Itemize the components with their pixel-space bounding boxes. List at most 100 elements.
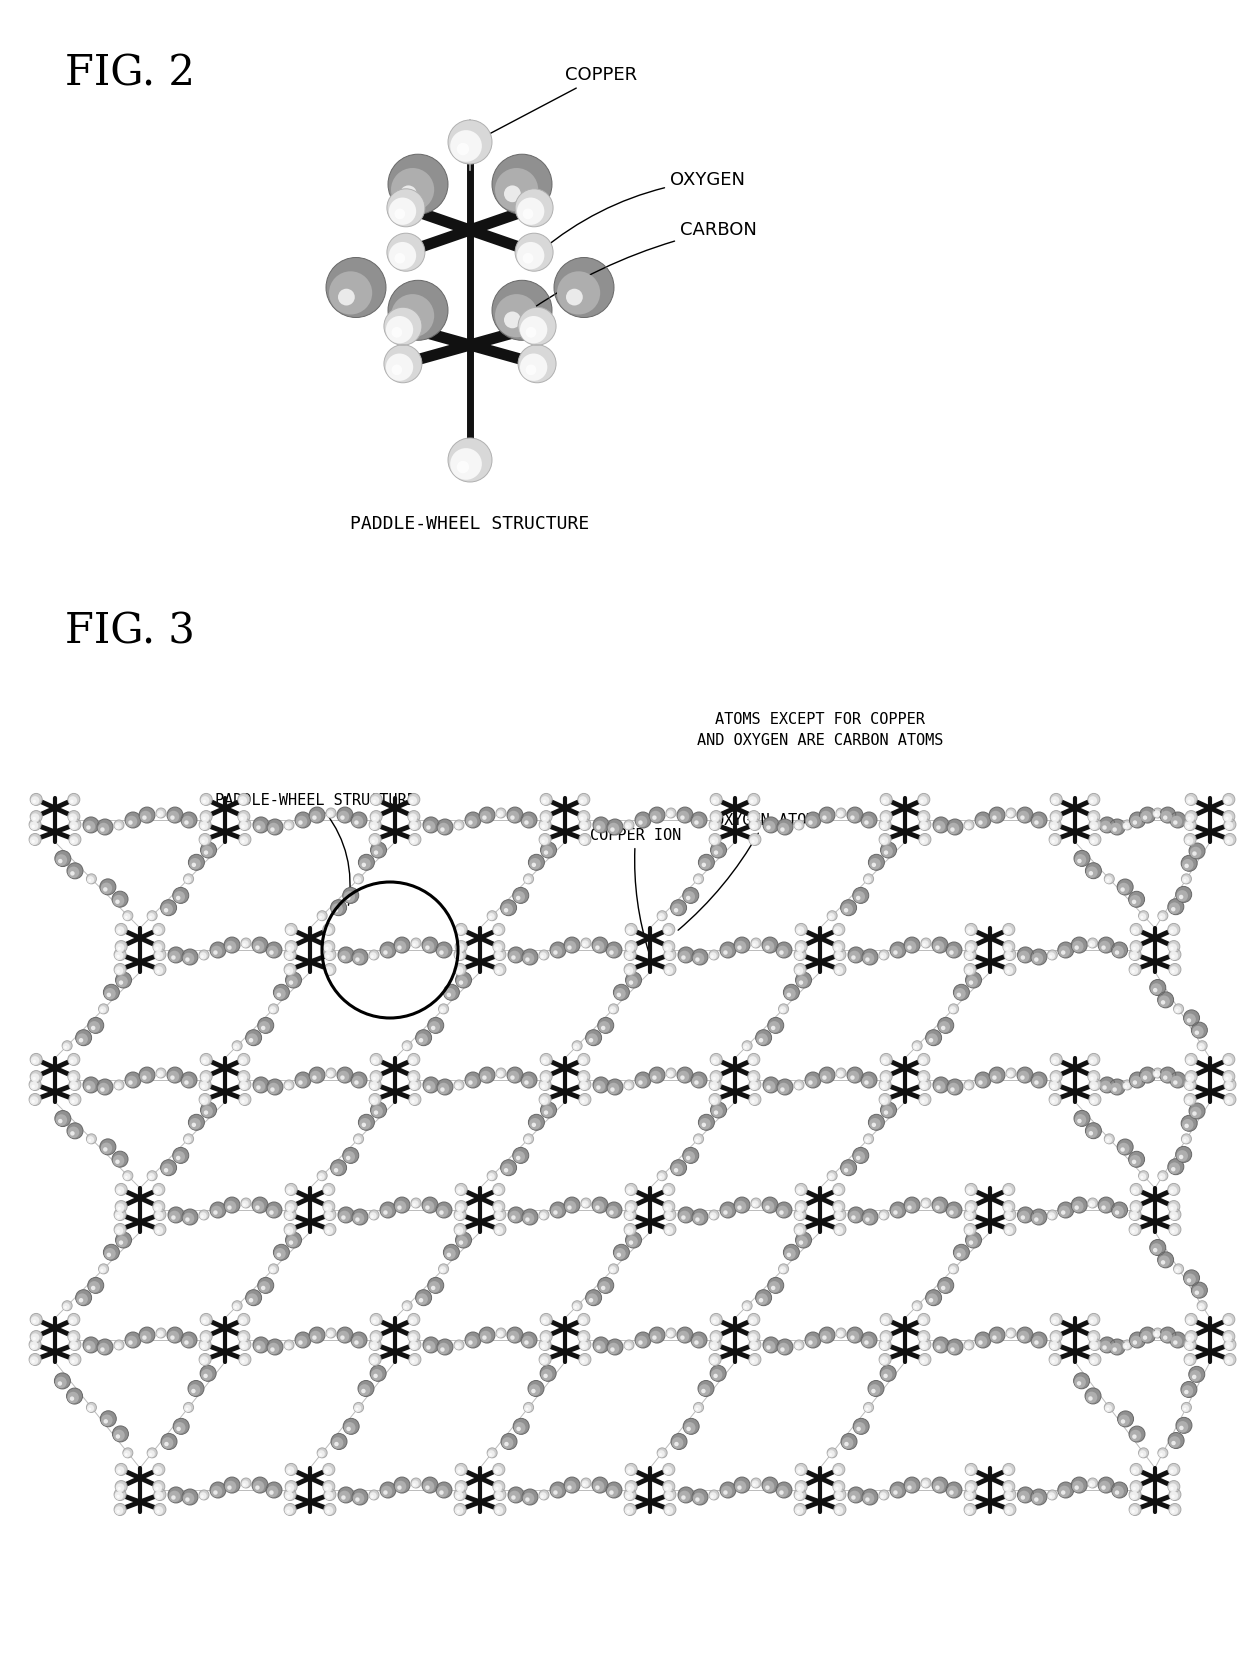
Circle shape [487,1173,495,1181]
Circle shape [919,833,931,845]
Circle shape [103,1147,108,1152]
Circle shape [1090,1097,1099,1105]
Circle shape [409,1079,420,1090]
Circle shape [312,1336,316,1341]
Circle shape [709,1341,718,1351]
Circle shape [339,1206,353,1223]
Circle shape [1021,1215,1025,1220]
Circle shape [578,1331,590,1342]
Circle shape [200,1339,211,1351]
Circle shape [951,1268,954,1272]
Circle shape [312,815,316,820]
Circle shape [693,874,703,884]
Circle shape [541,1334,549,1342]
Circle shape [487,1171,497,1181]
Circle shape [1184,837,1193,845]
Circle shape [326,1510,330,1514]
Circle shape [919,1079,931,1090]
Circle shape [383,1210,388,1215]
Circle shape [553,1490,558,1495]
Circle shape [371,1053,382,1065]
Circle shape [1061,1490,1065,1495]
Circle shape [1050,1334,1059,1342]
Circle shape [542,840,544,843]
Circle shape [102,1415,113,1426]
Circle shape [184,1404,191,1411]
Circle shape [711,1314,722,1326]
Circle shape [589,1299,593,1302]
Circle shape [495,1507,503,1515]
Circle shape [1130,1183,1142,1196]
Circle shape [1224,818,1236,830]
Circle shape [69,1396,74,1401]
Circle shape [1168,1483,1177,1492]
Circle shape [254,1341,265,1352]
Circle shape [696,1139,698,1142]
Circle shape [625,1480,637,1492]
Circle shape [599,1021,610,1033]
Circle shape [1184,1082,1193,1090]
Circle shape [386,316,413,343]
Circle shape [709,1210,719,1220]
Circle shape [286,825,289,828]
Circle shape [87,825,91,830]
Circle shape [992,1075,997,1080]
Circle shape [84,1080,95,1092]
Circle shape [296,1336,308,1347]
Circle shape [579,1082,588,1090]
Circle shape [324,1186,332,1194]
Circle shape [1131,1483,1140,1492]
Circle shape [495,1487,498,1490]
Circle shape [579,1354,591,1366]
Circle shape [114,1342,122,1349]
Circle shape [103,887,108,892]
Circle shape [799,1240,804,1245]
Circle shape [525,1341,528,1344]
Circle shape [346,1156,351,1161]
Circle shape [71,1060,73,1063]
Circle shape [919,1339,931,1351]
Circle shape [482,1075,486,1080]
Circle shape [324,944,332,953]
Circle shape [114,1223,126,1235]
Circle shape [759,1299,764,1302]
Circle shape [201,956,203,958]
Circle shape [551,946,562,958]
Circle shape [712,845,723,857]
Circle shape [355,877,361,884]
Circle shape [117,1236,128,1247]
Circle shape [401,311,417,328]
Circle shape [424,820,435,832]
Circle shape [267,946,278,958]
Circle shape [1021,1495,1025,1500]
Circle shape [502,1436,513,1448]
Circle shape [370,1339,381,1351]
Circle shape [941,1285,945,1290]
Circle shape [326,1068,336,1079]
Circle shape [949,1006,956,1013]
Circle shape [542,1359,544,1362]
Circle shape [88,1277,104,1294]
Circle shape [711,1369,723,1381]
Circle shape [1100,1080,1111,1092]
Circle shape [32,1077,36,1080]
Circle shape [1189,843,1205,858]
Circle shape [1130,811,1146,828]
Circle shape [1021,815,1024,820]
Circle shape [466,816,477,827]
Circle shape [1089,1131,1094,1136]
Circle shape [523,1403,533,1413]
Circle shape [526,365,537,375]
Circle shape [796,1230,800,1233]
Circle shape [696,1497,699,1502]
Circle shape [702,1122,706,1127]
Text: CARBON: CARBON [532,222,756,309]
Circle shape [681,1215,686,1220]
Circle shape [371,796,379,805]
Circle shape [1074,850,1090,867]
Circle shape [963,949,976,961]
Circle shape [167,806,184,823]
Circle shape [30,810,42,823]
Circle shape [91,1285,95,1290]
Circle shape [274,988,285,1000]
